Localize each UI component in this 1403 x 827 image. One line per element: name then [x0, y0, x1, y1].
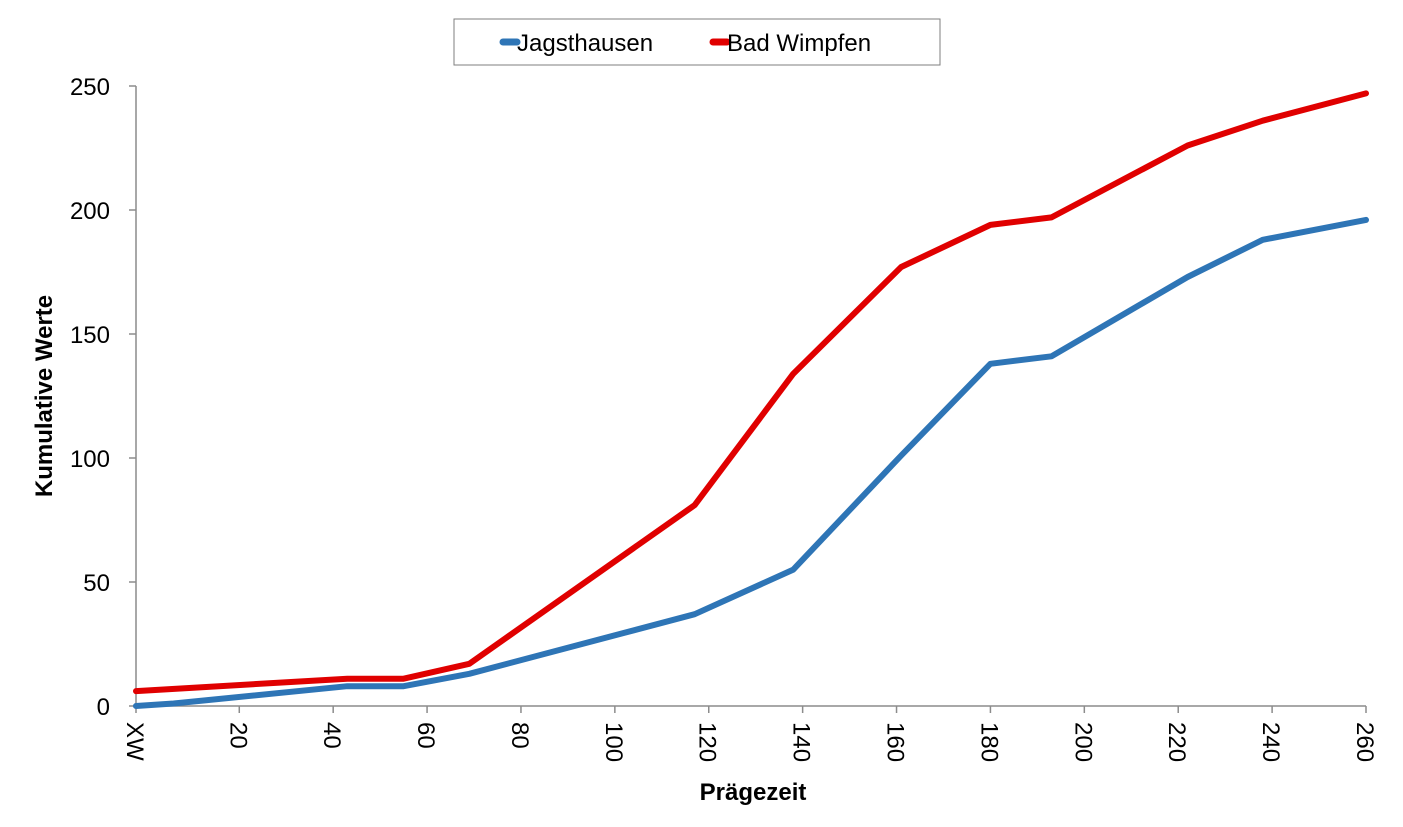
- x-tick-label: 120: [694, 722, 721, 762]
- x-tick-label: 20: [224, 722, 251, 749]
- series-layer: [133, 90, 1369, 709]
- y-ticks: 0 50 100 150 200 250: [70, 74, 136, 721]
- x-tick-label: 220: [1163, 722, 1190, 762]
- x-tick-label: 260: [1351, 722, 1378, 762]
- x-tick-label: 140: [788, 722, 815, 762]
- x-tick-label: 40: [318, 722, 345, 749]
- x-tick-label: 60: [412, 722, 439, 749]
- y-tick-label: 100: [70, 446, 110, 473]
- y-tick-label: 0: [97, 694, 110, 721]
- y-tick-label: 200: [70, 198, 110, 225]
- y-axis-title: Kumulative Werte: [31, 295, 58, 497]
- x-tick-label: 160: [882, 722, 909, 762]
- x-tick-label: 180: [975, 722, 1002, 762]
- x-tick-label: XW: [121, 722, 148, 761]
- legend-label: Jagsthausen: [517, 30, 653, 57]
- legend-label: Bad Wimpfen: [727, 30, 871, 57]
- x-tick-label: 240: [1257, 722, 1284, 762]
- x-tick-label: 100: [600, 722, 627, 762]
- axes: 0 50 100 150 200 250 XW 20 40 60 80 100 120 140 160 18…: [70, 74, 1378, 762]
- legend-box: [453, 18, 941, 66]
- x-tick-label: 200: [1069, 722, 1096, 762]
- x-tick-label: 80: [506, 722, 533, 749]
- y-tick-label: 150: [70, 322, 110, 349]
- series-line-bad-wimpfen: [133, 90, 1369, 695]
- series-line-jagsthausen: [133, 216, 1369, 709]
- y-tick-label: 50: [83, 570, 110, 597]
- x-ticks: XW 20 40 60 80 100 120 140 160 180 200 220 240 260: [121, 706, 1378, 762]
- legend: Jagsthausen Bad Wimpfen: [453, 18, 941, 66]
- y-tick-label: 250: [70, 74, 110, 101]
- x-axis-title: Prägezeit: [700, 779, 807, 806]
